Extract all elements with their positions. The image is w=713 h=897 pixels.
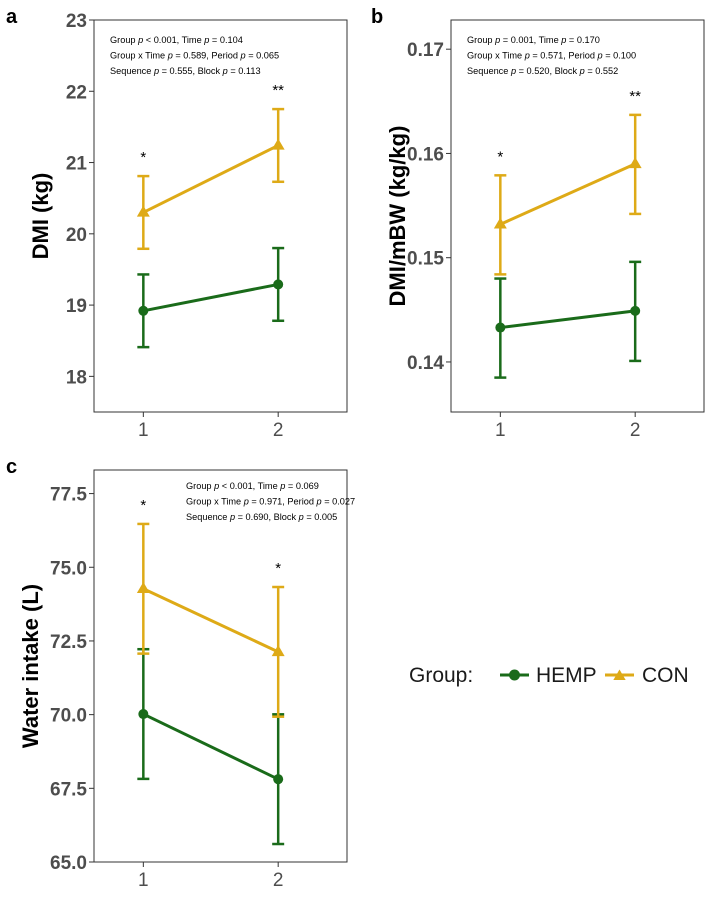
legend-hemp-label: HEMP bbox=[536, 664, 597, 687]
y-tick-label: 0.16 bbox=[407, 144, 444, 165]
series-con bbox=[493, 113, 642, 276]
y-tick-label: 23 bbox=[66, 11, 87, 32]
y-axis-label: DMI (kg) bbox=[28, 173, 53, 260]
x-tick-label: 1 bbox=[495, 420, 506, 441]
plot-frame bbox=[93, 19, 348, 413]
stats-annotation: Group x Time p = 0.571, Period p = 0.100 bbox=[467, 51, 636, 61]
panel-c: c Water intake (L) 65.0 67.5 70.0 72.5 75.0 77.… bbox=[6, 456, 355, 891]
x-tick-label: 2 bbox=[273, 870, 284, 891]
legend-title: Group: bbox=[409, 664, 473, 687]
series-hemp bbox=[137, 647, 285, 846]
series-line bbox=[499, 162, 636, 226]
stats-annotation: Group p = 0.001, Time p = 0.170 bbox=[467, 35, 600, 45]
y-tick-label: 77.5 bbox=[50, 485, 87, 506]
stats-annotation: Group p < 0.001, Time p = 0.104 bbox=[110, 35, 243, 45]
legend: Group: HEMP CON bbox=[409, 664, 689, 687]
data-point bbox=[271, 138, 285, 150]
panel-letter: b bbox=[371, 6, 383, 28]
series-hemp bbox=[494, 260, 642, 379]
data-point bbox=[136, 205, 150, 217]
x-tick-label: 2 bbox=[273, 420, 284, 441]
y-tick-label: 67.5 bbox=[50, 779, 87, 800]
x-tick-label: 1 bbox=[138, 420, 149, 441]
stats-annotation: Group x Time p = 0.971, Period p = 0.027 bbox=[186, 497, 355, 507]
y-tick-label: 0.17 bbox=[407, 40, 444, 61]
series-line bbox=[500, 309, 636, 330]
series-con bbox=[136, 107, 285, 251]
y-tick-label: 65.0 bbox=[50, 853, 87, 874]
significance-marker: * bbox=[140, 497, 146, 514]
y-tick-label: 20 bbox=[66, 225, 87, 246]
stats-annotation: Sequence p = 0.690, Block p = 0.005 bbox=[186, 512, 337, 522]
stats-annotation: Group x Time p = 0.589, Period p = 0.065 bbox=[110, 51, 279, 61]
y-tick-label: 72.5 bbox=[50, 632, 87, 653]
data-point bbox=[138, 709, 149, 720]
series-line bbox=[142, 587, 279, 654]
significance-marker: * bbox=[275, 560, 281, 577]
panel-letter: c bbox=[6, 456, 17, 478]
series-line bbox=[142, 144, 279, 214]
y-tick-label: 19 bbox=[66, 296, 87, 317]
y-axis-label: Water intake (L) bbox=[18, 584, 43, 748]
legend-con-label: CON bbox=[642, 664, 689, 687]
data-point bbox=[628, 157, 642, 169]
panel-letter: a bbox=[6, 6, 18, 28]
stats-annotation: Group p < 0.001, Time p = 0.069 bbox=[186, 481, 319, 491]
data-point bbox=[495, 322, 506, 333]
series-con bbox=[136, 522, 285, 718]
plot-frame bbox=[450, 19, 705, 413]
stats-annotation: Sequence p = 0.520, Block p = 0.552 bbox=[467, 66, 618, 76]
x-tick-label: 1 bbox=[138, 870, 149, 891]
data-point bbox=[493, 217, 507, 229]
y-tick-label: 0.14 bbox=[407, 353, 444, 374]
significance-marker: * bbox=[140, 149, 146, 166]
plot-frame bbox=[93, 469, 348, 863]
significance-marker: * bbox=[497, 148, 503, 165]
series-hemp bbox=[137, 246, 285, 349]
legend-con-marker bbox=[613, 669, 626, 681]
data-point bbox=[138, 305, 149, 316]
data-point bbox=[273, 774, 284, 785]
significance-marker: ** bbox=[272, 82, 284, 99]
y-axis-label: DMI/mBW (kg/kg) bbox=[385, 126, 410, 307]
data-point bbox=[271, 645, 285, 657]
y-tick-label: 18 bbox=[66, 367, 87, 388]
data-point bbox=[630, 305, 641, 316]
y-tick-label: 0.15 bbox=[407, 249, 444, 270]
y-tick-label: 70.0 bbox=[50, 706, 87, 727]
y-tick-label: 22 bbox=[66, 82, 87, 103]
data-point bbox=[273, 279, 284, 290]
significance-marker: ** bbox=[629, 88, 641, 105]
legend-hemp-marker bbox=[509, 669, 520, 681]
y-tick-label: 75.0 bbox=[50, 558, 87, 579]
stats-annotation: Sequence p = 0.555, Block p = 0.113 bbox=[110, 66, 261, 76]
y-tick-label: 21 bbox=[66, 154, 88, 175]
data-point bbox=[136, 581, 150, 593]
series-line bbox=[143, 282, 279, 313]
series-line bbox=[142, 712, 279, 781]
x-tick-label: 2 bbox=[630, 420, 641, 441]
